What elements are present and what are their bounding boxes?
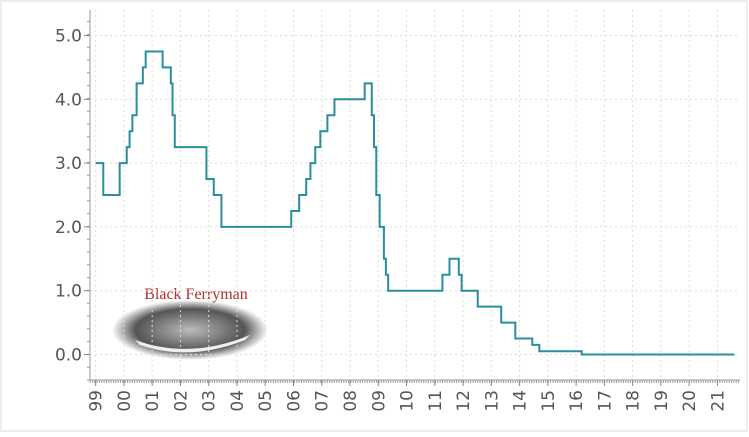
x-tick-label: 11 xyxy=(426,390,446,412)
watermark-boat xyxy=(135,335,250,353)
y-tick-label: 5.0 xyxy=(55,27,82,47)
x-tick-label: 15 xyxy=(539,390,559,412)
x-tick-label: 03 xyxy=(200,390,220,412)
x-tick-label: 04 xyxy=(228,390,248,412)
x-tick-label: 05 xyxy=(256,390,276,412)
x-tick-label: 99 xyxy=(87,390,107,412)
x-tick-label: 17 xyxy=(595,390,615,412)
watermark-text: Black Ferryman xyxy=(144,286,248,303)
y-tick-label: 0.0 xyxy=(55,345,82,365)
y-tick-label: 3.0 xyxy=(55,154,82,174)
x-tick-label: 00 xyxy=(115,390,135,412)
x-tick-label: 13 xyxy=(482,390,502,412)
x-tick-label: 02 xyxy=(171,390,191,412)
x-tick-label: 16 xyxy=(567,390,587,412)
y-tick-label: 1.0 xyxy=(55,282,82,302)
y-tick-label: 2.0 xyxy=(55,218,82,238)
y-tick-label: 4.0 xyxy=(55,90,82,110)
data-line xyxy=(95,50,735,356)
x-tick-label: 10 xyxy=(398,390,418,412)
x-tick-label: 01 xyxy=(143,390,163,412)
x-tick-label: 21 xyxy=(708,390,728,412)
x-tick-label: 20 xyxy=(680,390,700,412)
x-tick-label: 18 xyxy=(624,390,644,412)
x-tick-label: 06 xyxy=(284,390,304,412)
x-tick-label: 08 xyxy=(341,390,361,412)
x-tick-label: 14 xyxy=(511,390,531,412)
x-tick-label: 07 xyxy=(313,390,333,412)
x-tick-label: 12 xyxy=(454,390,474,412)
x-tick-label: 19 xyxy=(652,390,672,412)
x-tick-label: 09 xyxy=(369,390,389,412)
